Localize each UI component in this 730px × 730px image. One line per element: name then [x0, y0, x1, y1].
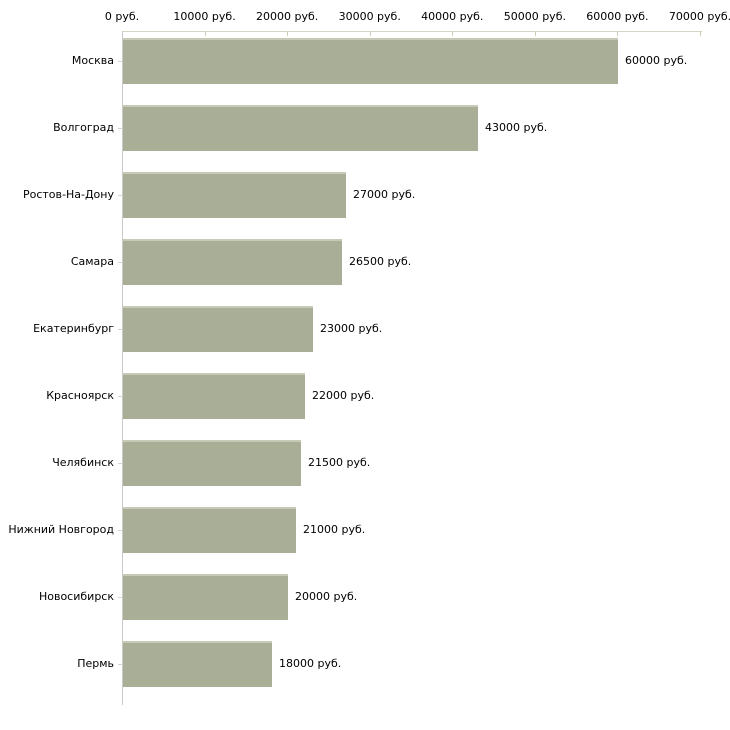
bar — [123, 105, 478, 151]
y-axis-tick-mark — [118, 530, 122, 531]
value-label: 60000 руб. — [625, 54, 688, 67]
x-axis-tick-mark — [204, 31, 206, 36]
value-label: 21000 руб. — [303, 523, 366, 536]
value-label: 22000 руб. — [312, 389, 375, 402]
x-axis-tick-mark — [700, 31, 701, 36]
category-label: Нижний Новгород — [8, 523, 114, 536]
bar — [123, 574, 288, 620]
x-axis-tick-label: 20000 руб. — [256, 10, 319, 23]
y-axis-tick-mark — [118, 664, 122, 665]
category-label: Новосибирск — [38, 590, 114, 603]
x-axis-line — [122, 31, 702, 32]
category-label: Москва — [71, 54, 114, 67]
y-axis-tick-mark — [118, 463, 122, 464]
y-axis-tick-mark — [118, 262, 122, 263]
bar — [123, 440, 301, 486]
bar — [123, 507, 296, 553]
y-axis-line — [122, 31, 123, 705]
bar — [123, 373, 305, 419]
bar — [123, 641, 272, 687]
category-label: Челябинск — [52, 456, 114, 469]
y-axis-tick-mark — [118, 396, 122, 397]
category-label: Ростов-На-Дону — [22, 188, 114, 201]
y-axis-tick-mark — [118, 61, 122, 62]
x-axis-tick-label: 40000 руб. — [421, 10, 484, 23]
value-label: 18000 руб. — [279, 657, 342, 670]
x-axis-tick-label: 0 руб. — [104, 10, 140, 23]
bar — [123, 306, 313, 352]
x-axis-tick-label: 70000 руб. — [668, 10, 730, 23]
bar — [123, 239, 342, 285]
bar — [123, 172, 346, 218]
y-axis-tick-mark — [118, 597, 122, 598]
x-axis-tick-mark — [369, 31, 371, 36]
x-axis-tick-mark — [287, 31, 289, 36]
x-axis-tick-label: 60000 руб. — [586, 10, 649, 23]
category-label: Красноярск — [46, 389, 114, 402]
value-label: 23000 руб. — [320, 322, 383, 335]
value-label: 27000 руб. — [353, 188, 416, 201]
x-axis-tick-mark — [452, 31, 454, 36]
bar — [123, 38, 618, 84]
x-axis-tick-mark — [617, 31, 619, 36]
x-axis-tick-label: 10000 руб. — [173, 10, 236, 23]
category-label: Екатеринбург — [33, 322, 114, 335]
y-axis-tick-mark — [118, 128, 122, 129]
category-label: Самара — [70, 255, 114, 268]
x-axis-tick-label: 30000 руб. — [338, 10, 401, 23]
x-axis-tick-label: 50000 руб. — [503, 10, 566, 23]
value-label: 21500 руб. — [308, 456, 371, 469]
y-axis-tick-mark — [118, 195, 122, 196]
value-label: 26500 руб. — [349, 255, 412, 268]
value-label: 43000 руб. — [485, 121, 548, 134]
category-label: Пермь — [77, 657, 114, 670]
category-label: Волгоград — [53, 121, 114, 134]
y-axis-tick-mark — [118, 329, 122, 330]
x-axis-tick-mark — [534, 31, 536, 36]
value-label: 20000 руб. — [295, 590, 358, 603]
